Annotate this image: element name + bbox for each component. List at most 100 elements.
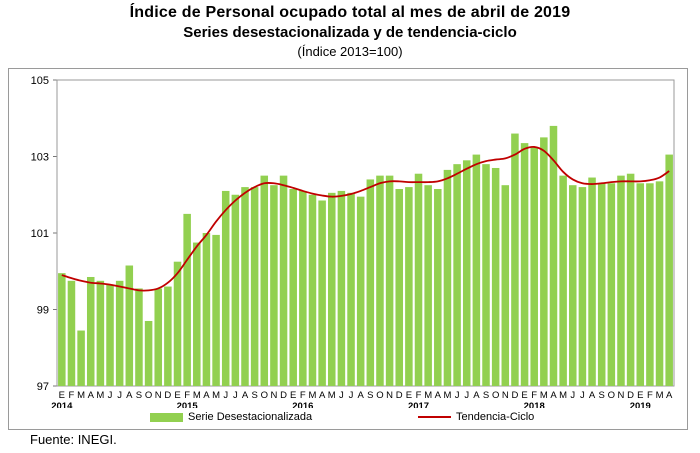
y-tick-label: 101 <box>31 228 49 240</box>
bar <box>453 164 461 386</box>
y-tick-labels: 97 99 101 103 105 <box>31 75 57 393</box>
year-label: 2014 <box>51 401 73 408</box>
x-tick-label: E <box>406 390 412 401</box>
bar <box>106 284 114 386</box>
x-tick-label: A <box>589 390 596 401</box>
bar <box>434 189 442 386</box>
bar <box>491 167 500 386</box>
bar <box>520 143 529 386</box>
x-tick-label: N <box>270 390 277 401</box>
bar <box>626 173 635 386</box>
x-tick-label: F <box>647 390 653 401</box>
bar <box>337 190 346 386</box>
bar <box>347 192 355 386</box>
legend-label-line: Tendencia-Ciclo <box>456 411 535 423</box>
x-tick-label: F <box>300 390 306 401</box>
y-tick-label: 99 <box>37 305 49 317</box>
x-tick-label: S <box>367 390 373 401</box>
bar <box>221 190 230 386</box>
bar <box>511 133 519 386</box>
x-tick-label: D <box>396 390 403 401</box>
bar <box>328 192 336 386</box>
chart-unit-note: (Índice 2013=100) <box>297 44 403 59</box>
legend-label-bars: Serie Desestacionalizada <box>188 411 313 423</box>
x-tick-label: M <box>96 390 104 401</box>
x-tick-label: J <box>570 390 575 401</box>
x-tick-label: A <box>666 390 673 401</box>
trend-line-series <box>61 145 670 292</box>
x-tick-label: E <box>521 390 527 401</box>
bar <box>241 187 249 386</box>
bar <box>289 189 297 386</box>
x-tick-label: S <box>136 390 142 401</box>
bar <box>530 146 538 386</box>
bar <box>299 190 307 386</box>
bar <box>58 273 66 386</box>
year-label: 2019 <box>630 401 651 408</box>
bar <box>569 185 577 386</box>
x-tick-label: D <box>164 390 171 401</box>
bar <box>578 187 587 386</box>
x-tick-label: J <box>455 390 460 401</box>
x-tick-label: M <box>656 390 664 401</box>
x-tick-label: S <box>251 390 257 401</box>
legend-swatch-bars <box>150 412 183 422</box>
bar <box>115 280 124 386</box>
y-tick-label: 105 <box>31 75 49 87</box>
x-tick-label: N <box>155 390 162 401</box>
x-tick-label: N <box>502 390 509 401</box>
x-tick-label: M <box>309 390 317 401</box>
bar <box>144 320 153 386</box>
bar <box>164 286 172 386</box>
bar <box>597 183 606 386</box>
x-tick-label: M <box>193 390 201 401</box>
x-tick-label: A <box>550 390 557 401</box>
x-tick-label: F <box>69 390 75 401</box>
bar <box>655 181 664 386</box>
year-label: 2017 <box>408 401 429 408</box>
bar <box>308 194 317 386</box>
bar <box>559 175 567 387</box>
bar <box>472 154 481 386</box>
x-tick-label: J <box>108 390 113 401</box>
x-tick-label: E <box>290 390 296 401</box>
bar <box>414 173 423 386</box>
bar <box>501 185 510 386</box>
bar <box>125 265 134 386</box>
chart-title: Índice de Personal ocupado total al mes … <box>129 4 571 21</box>
x-tick-label: N <box>618 390 625 401</box>
year-label: 2018 <box>524 401 545 408</box>
x-tick-label: O <box>376 390 383 401</box>
bar <box>356 196 365 386</box>
x-tick-label: O <box>145 390 152 401</box>
bar <box>462 160 471 386</box>
bar <box>212 234 220 386</box>
plot-border <box>56 79 675 387</box>
bar <box>636 183 645 386</box>
x-tick-label: J <box>223 390 228 401</box>
x-tick-label: M <box>212 390 220 401</box>
chart-subtitle: Series desestacionalizada y de tendencia… <box>183 24 517 41</box>
x-tick-label: O <box>261 390 268 401</box>
chart-frame <box>8 68 688 430</box>
bar <box>318 200 326 386</box>
x-tick-label: A <box>358 390 365 401</box>
bar <box>183 213 191 387</box>
x-tick-label: D <box>627 390 634 401</box>
legend-item-line: Tendencia-Ciclo <box>418 411 534 423</box>
source-note: Fuente: INEGI. <box>30 432 117 447</box>
x-tick-label: M <box>559 390 567 401</box>
plot-area <box>56 79 675 387</box>
x-tick-label: J <box>233 390 238 401</box>
bar <box>250 187 259 386</box>
x-tick-label: M <box>328 390 336 401</box>
x-tick-label: J <box>580 390 585 401</box>
x-tick-label: M <box>424 390 432 401</box>
x-tick-label: D <box>280 390 287 401</box>
bar <box>540 137 548 387</box>
x-tick-label: A <box>88 390 95 401</box>
y-tick-label: 103 <box>31 152 49 164</box>
x-tick-label: F <box>184 390 190 401</box>
bar <box>376 175 384 387</box>
